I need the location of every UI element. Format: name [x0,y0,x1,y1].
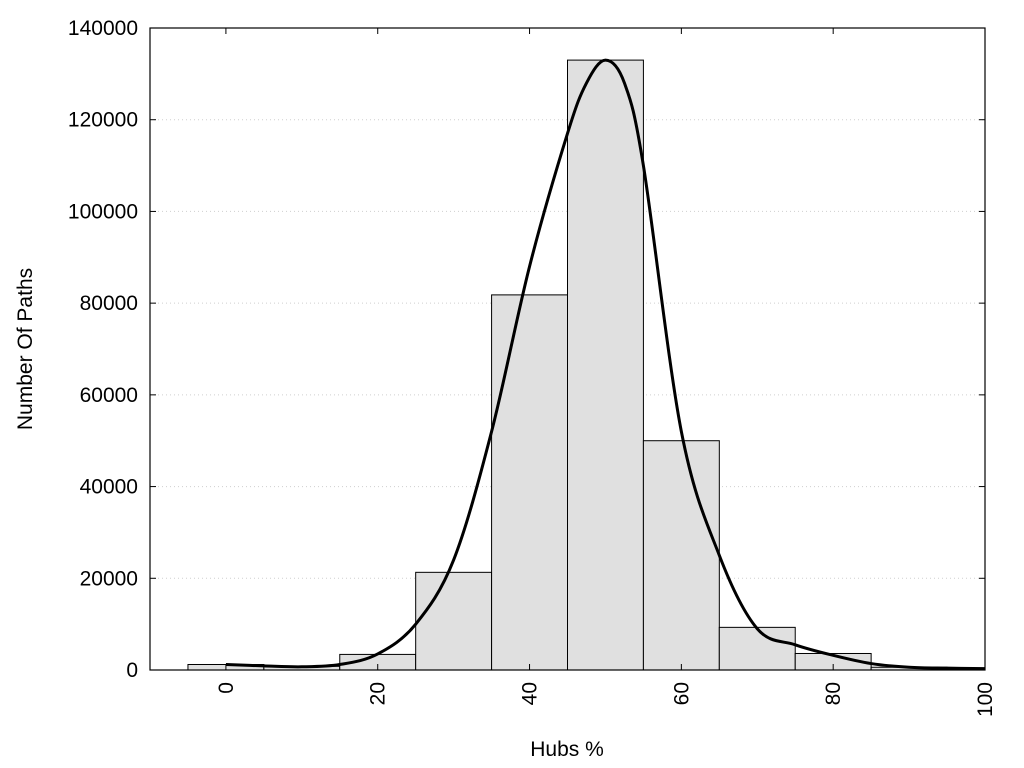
bars [187,59,948,671]
bar-30 [415,571,493,671]
bar-50 [567,59,644,671]
bar-40 [491,294,568,671]
x-axis-title: Hubs % [530,738,604,761]
x-tick-label: 80 [822,682,845,705]
y-tick-label: 60000 [80,384,138,407]
x-tick-label: 20 [367,682,390,705]
x-tick-label: 0 [215,682,238,694]
axis-ticks [150,27,986,671]
y-tick-label: 120000 [68,109,138,132]
x-tick-label: 100 [974,682,997,717]
y-axis-title: Number Of Paths [14,268,37,430]
tick-labels: 0 20000 40000 60000 80000 100000 120000 140000 0… [68,17,997,717]
y-tick-label: 80000 [80,292,138,315]
y-tick-label: 0 [126,659,138,682]
x-tick-label: 40 [519,682,542,705]
plot-frame [149,27,986,671]
y-tick-label: 40000 [80,476,138,499]
y-tick-label: 100000 [68,200,138,223]
y-tick-label: 140000 [68,17,138,40]
bar-60 [642,440,720,671]
bar-70 [718,626,796,671]
density-curve-layer [225,58,986,671]
density-curve [225,58,986,671]
y-tick-label: 20000 [80,567,138,590]
x-tick-label: 60 [670,682,693,705]
